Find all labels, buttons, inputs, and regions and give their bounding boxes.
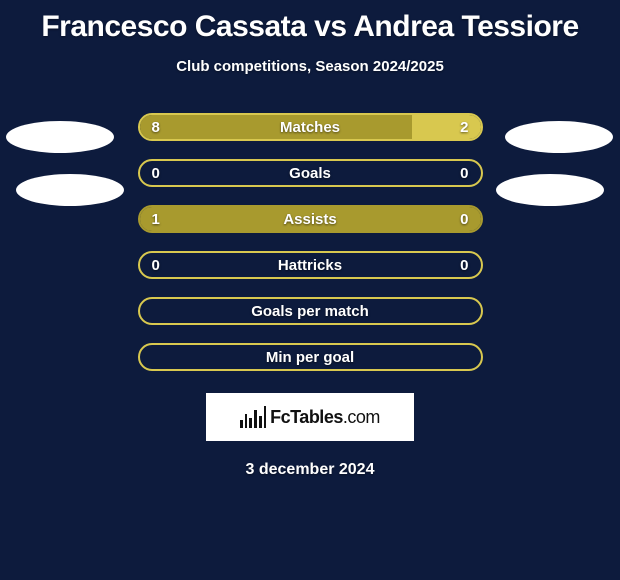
stat-value-left: 8 [152, 115, 160, 139]
stat-row: Assists1 0 [138, 205, 483, 233]
stat-row: Min per goal [138, 343, 483, 371]
stat-value-right: 0 [460, 253, 468, 277]
decorative-pill [16, 174, 124, 206]
page-subtitle: Club competitions, Season 2024/2025 [0, 58, 620, 75]
stat-value-right: 0 [460, 207, 468, 231]
stat-label: Hattricks [140, 253, 481, 277]
stat-row: Goals0 0 [138, 159, 483, 187]
stat-value-left: 0 [152, 161, 160, 185]
logo-text: FcTables.com [270, 407, 380, 428]
logo-chart-icon [240, 406, 266, 428]
stat-row: Hattricks0 0 [138, 251, 483, 279]
stat-row: Matches8 2 [138, 113, 483, 141]
decorative-pill [496, 174, 604, 206]
stat-label: Assists [140, 207, 481, 231]
logo-box: FcTables.com [206, 393, 414, 441]
logo-text-bold: FcTables [270, 407, 343, 427]
comparison-bars: Matches82Goals00Assists10Hattricks00Goal… [0, 113, 620, 371]
stat-label: Goals [140, 161, 481, 185]
stat-label: Goals per match [140, 299, 481, 323]
decorative-pill [505, 121, 613, 153]
stat-row: Goals per match [138, 297, 483, 325]
logo-text-light: .com [343, 407, 380, 427]
date-label: 3 december 2024 [0, 461, 620, 479]
stat-value-left: 0 [152, 253, 160, 277]
stat-value-right: 2 [460, 115, 468, 139]
stat-value-left: 1 [152, 207, 160, 231]
page-title: Francesco Cassata vs Andrea Tessiore [0, 0, 620, 44]
stat-value-right: 0 [460, 161, 468, 185]
stat-label: Min per goal [140, 345, 481, 369]
stat-label: Matches [140, 115, 481, 139]
decorative-pill [6, 121, 114, 153]
